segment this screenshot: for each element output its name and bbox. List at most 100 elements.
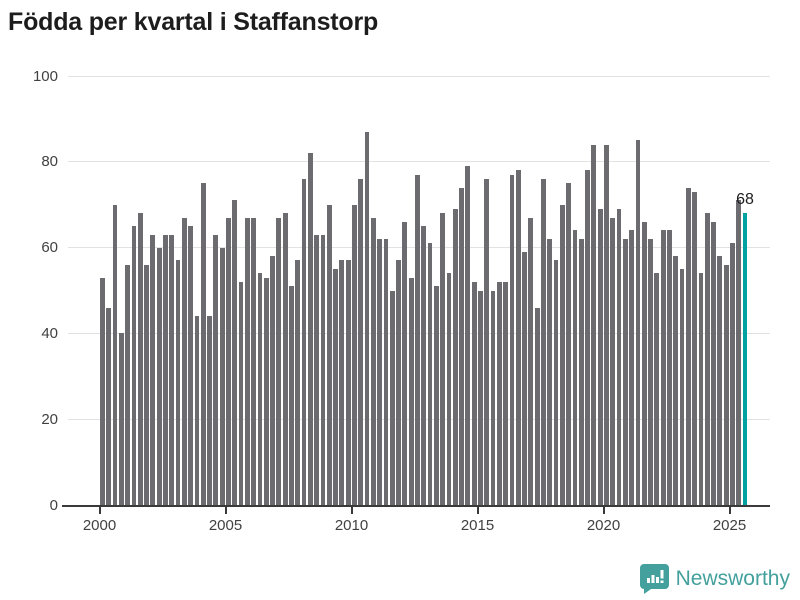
bar	[698, 273, 704, 505]
newsworthy-pin-icon	[639, 563, 669, 594]
bar	[585, 170, 590, 505]
bar	[484, 178, 490, 505]
bar	[704, 213, 710, 505]
bar	[471, 281, 477, 505]
bar	[496, 281, 502, 505]
bar	[320, 234, 326, 505]
bar	[301, 178, 307, 505]
bar	[717, 256, 723, 505]
bar	[421, 226, 427, 505]
bar	[200, 183, 206, 505]
gridline	[68, 161, 770, 163]
bar	[389, 290, 395, 505]
bar	[541, 178, 546, 505]
bar	[364, 131, 370, 505]
bar	[465, 166, 471, 505]
x-axis-tick-mark	[98, 507, 101, 514]
bar	[547, 239, 553, 505]
bar	[156, 247, 162, 505]
x-axis-tick-label: 2015	[460, 517, 495, 534]
bar-highlight-latest	[742, 213, 748, 505]
bar	[408, 277, 414, 505]
bar	[144, 264, 149, 505]
bar	[175, 260, 181, 505]
bar	[112, 204, 118, 505]
y-axis-tick-label: 80	[41, 153, 58, 171]
bar	[654, 273, 660, 505]
bar	[131, 226, 137, 505]
bar	[333, 269, 338, 505]
bar	[270, 256, 275, 505]
bar	[339, 260, 345, 505]
bar	[263, 277, 269, 505]
bar	[667, 230, 672, 505]
bar	[503, 281, 509, 505]
bar	[452, 208, 458, 505]
bar	[383, 239, 389, 505]
bar	[427, 243, 433, 505]
bar	[641, 221, 647, 505]
bar	[307, 153, 313, 505]
bar	[276, 217, 282, 505]
bar	[459, 187, 464, 505]
bar	[358, 178, 364, 505]
bar	[169, 234, 175, 505]
bar	[207, 316, 212, 505]
bar	[440, 213, 446, 505]
y-axis-tick-label: 0	[49, 496, 58, 514]
x-axis-tick-mark	[224, 507, 227, 514]
y-axis-tick-label: 20	[41, 410, 58, 428]
bar	[402, 221, 408, 505]
bar	[377, 239, 383, 505]
bar	[194, 316, 200, 505]
bar	[528, 217, 534, 505]
bar	[370, 217, 376, 505]
bar	[711, 221, 716, 505]
bar	[629, 230, 635, 505]
bar	[635, 140, 641, 505]
x-axis-tick-label: 2005	[208, 517, 243, 534]
x-axis-tick-mark	[728, 507, 731, 514]
bar	[100, 277, 105, 505]
x-axis-tick-label: 2025	[712, 517, 747, 534]
latest-value-label: 68	[736, 191, 754, 209]
bar	[289, 286, 294, 505]
bar	[534, 307, 540, 505]
bar	[238, 281, 244, 505]
chart-title: Födda per kvartal i Staffanstorp	[8, 8, 379, 36]
bar	[692, 191, 698, 505]
bar	[660, 230, 666, 505]
bar	[219, 247, 225, 505]
bar	[137, 213, 143, 505]
bar	[490, 290, 496, 505]
brand-name: Newsworthy	[675, 566, 790, 590]
bar	[396, 260, 401, 505]
bar	[509, 174, 515, 505]
bar	[685, 187, 691, 505]
bar	[314, 234, 320, 505]
bar	[622, 239, 628, 505]
bar	[118, 333, 124, 505]
bar	[282, 213, 288, 505]
bar	[610, 217, 616, 505]
bar	[125, 264, 131, 505]
bar	[226, 217, 231, 505]
x-axis-tick-mark	[476, 507, 479, 514]
bar	[578, 239, 584, 505]
bar	[515, 170, 521, 505]
bar	[591, 144, 597, 505]
bar	[352, 204, 357, 505]
y-axis-tick-label: 40	[41, 324, 58, 342]
bar	[257, 273, 263, 505]
y-axis-tick-label: 60	[41, 239, 58, 257]
bar	[730, 243, 735, 505]
bar	[673, 256, 679, 505]
x-axis-tick-label: 2020	[586, 517, 621, 534]
bar	[163, 234, 168, 505]
bar	[604, 144, 609, 505]
bar	[150, 234, 156, 505]
bar	[232, 200, 238, 505]
bar	[736, 200, 742, 505]
bar	[188, 226, 194, 505]
